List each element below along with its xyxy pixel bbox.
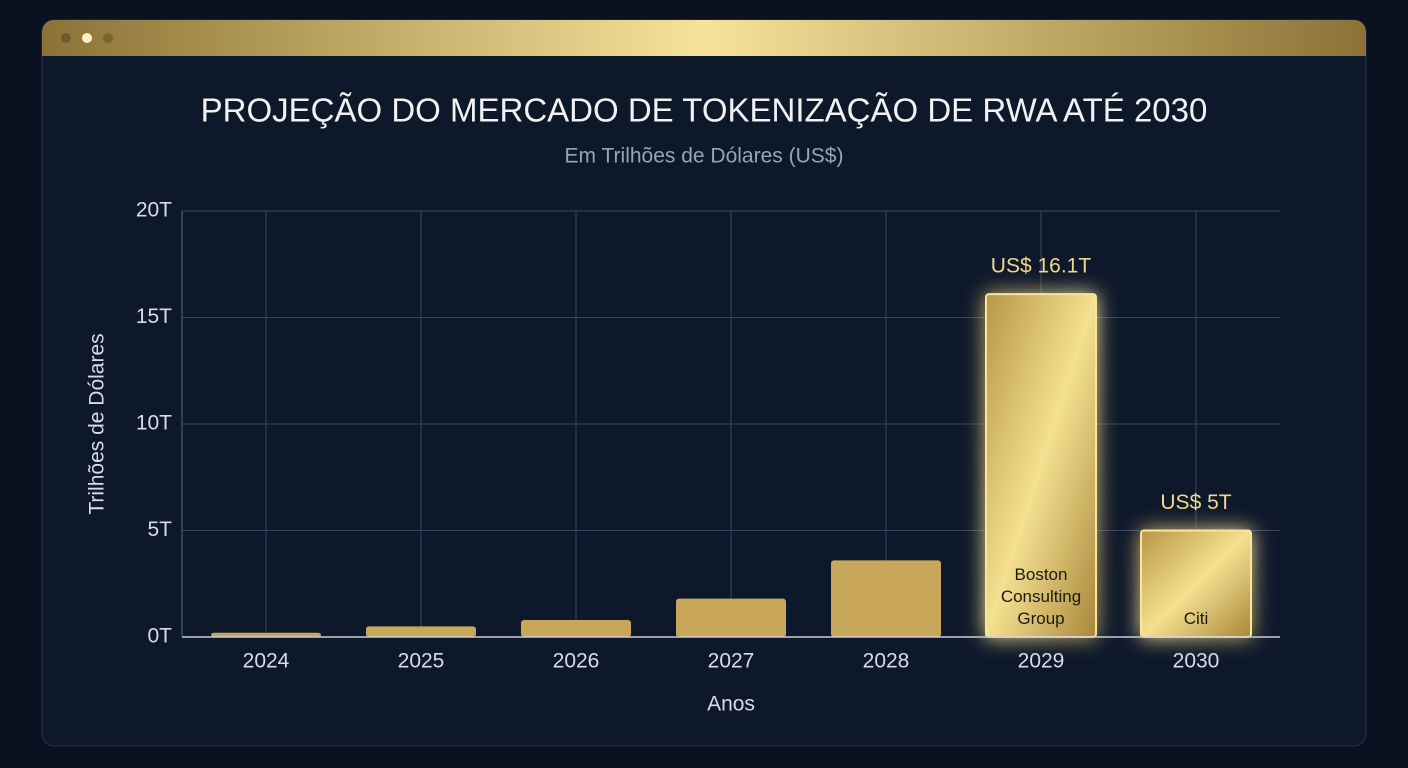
y-axis-label: Trilhões de Dólares: [86, 333, 109, 514]
window-dot[interactable]: [103, 33, 113, 43]
x-tick-label: 2030: [1173, 650, 1220, 673]
y-tick-label: 20T: [136, 199, 172, 222]
value-label: US$ 16.1T: [991, 255, 1092, 278]
value-label: US$ 5T: [1160, 491, 1231, 514]
window-dot[interactable]: [82, 33, 92, 43]
x-tick-label: 2027: [708, 650, 755, 673]
y-tick-label: 15T: [136, 305, 172, 328]
x-tick-label: 2029: [1018, 650, 1065, 673]
x-tick-label: 2024: [243, 650, 290, 673]
source-text: Boston Consulting Group: [1000, 565, 1082, 628]
bar: [366, 626, 476, 637]
y-tick-label: 0T: [147, 625, 172, 648]
x-tick-label: 2025: [398, 650, 445, 673]
bar: [521, 619, 631, 637]
y-tick-label: 10T: [136, 412, 172, 435]
x-tick-label: 2028: [863, 650, 910, 673]
bar: [676, 598, 786, 637]
chart-subtitle: Em Trilhões de Dólares (US$): [565, 145, 844, 168]
source-label: Citi: [1183, 609, 1209, 628]
title-bar: [42, 20, 1366, 56]
x-tick-label: 2026: [553, 650, 600, 673]
bar: [831, 560, 941, 637]
source-label: Boston Consulting Group: [1000, 565, 1082, 628]
x-axis-label: Anos: [707, 693, 755, 716]
y-tick-label: 5T: [147, 518, 172, 541]
source-text: Citi: [1183, 609, 1209, 628]
bar: [211, 632, 321, 637]
chart-title: PROJEÇÃO DO MERCADO DE TOKENIZAÇÃO DE RW…: [201, 92, 1208, 129]
window-dot[interactable]: [61, 33, 71, 43]
